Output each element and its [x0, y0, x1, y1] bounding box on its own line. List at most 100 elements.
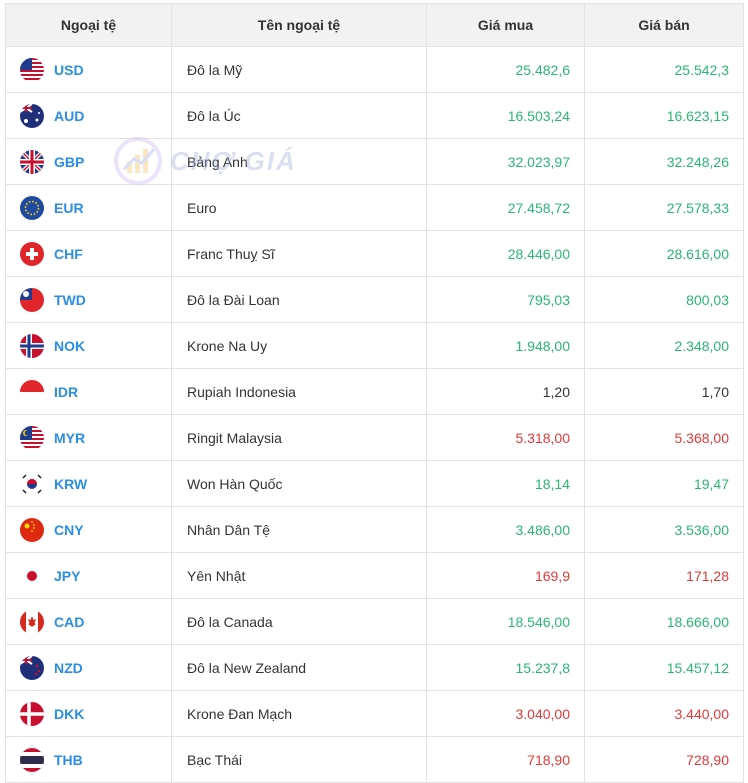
sell-price: 16.623,15: [584, 92, 744, 139]
id-flag-icon: [20, 379, 44, 404]
sell-price: 728,90: [584, 736, 744, 783]
currency-code-cell: DKK: [5, 690, 172, 737]
table-body: USD Đô la Mỹ 25.482,6 25.542,3 AUD Đô la Úc 16…: [5, 46, 744, 783]
us-flag-icon: [20, 57, 44, 82]
table-header: Ngoại tệ Tên ngoại tệ Giá mua Giá bán: [5, 3, 744, 47]
buy-price: 5.318,00: [426, 414, 585, 461]
buy-price: 28.446,00: [426, 230, 585, 277]
buy-price: 795,03: [426, 276, 585, 323]
currency-code-cell: TWD: [5, 276, 172, 323]
currency-name: Won Hàn Quốc: [171, 460, 427, 507]
currency-name: Krone Na Uy: [171, 322, 427, 369]
sell-price: 18.666,00: [584, 598, 744, 645]
currency-name: Ringit Malaysia: [171, 414, 427, 461]
header-buy-price: Giá mua: [426, 3, 585, 47]
currency-code-cell: CAD: [5, 598, 172, 645]
no-flag-icon: [20, 333, 44, 358]
sell-price: 25.542,3: [584, 46, 744, 93]
currency-name: Đô la Úc: [171, 92, 427, 139]
header-currency-code: Ngoại tệ: [5, 3, 172, 47]
sell-price: 1,70: [584, 368, 744, 415]
currency-name: Bạc Thái: [171, 736, 427, 783]
buy-price: 15.237,8: [426, 644, 585, 691]
currency-link-jpy[interactable]: JPY: [54, 567, 81, 584]
currency-code-cell: JPY: [5, 552, 172, 599]
currency-code-cell: IDR: [5, 368, 172, 415]
my-flag-icon: [20, 425, 44, 450]
table-row: AUD Đô la Úc 16.503,24 16.623,15: [5, 92, 744, 139]
jp-flag-icon: [20, 563, 44, 588]
buy-price: 16.503,24: [426, 92, 585, 139]
exchange-rate-table: Ngoại tệ Tên ngoại tệ Giá mua Giá bán US…: [5, 3, 744, 783]
currency-code-cell: AUD: [5, 92, 172, 139]
currency-link-thb[interactable]: THB: [54, 751, 83, 768]
sell-price: 2.348,00: [584, 322, 744, 369]
buy-price: 718,90: [426, 736, 585, 783]
table-row: KRW Won Hàn Quốc 18,14 19,47: [5, 460, 744, 507]
currency-code-cell: KRW: [5, 460, 172, 507]
dk-flag-icon: [20, 701, 44, 726]
cn-flag-icon: [20, 517, 44, 542]
currency-code-cell: NZD: [5, 644, 172, 691]
sell-price: 32.248,26: [584, 138, 744, 185]
currency-name: Đô la Canada: [171, 598, 427, 645]
currency-link-eur[interactable]: EUR: [54, 199, 84, 216]
currency-code-cell: GBP: [5, 138, 172, 185]
buy-price: 1,20: [426, 368, 585, 415]
table-row: EUR Euro 27.458,72 27.578,33: [5, 184, 744, 231]
currency-code-cell: MYR: [5, 414, 172, 461]
buy-price: 25.482,6: [426, 46, 585, 93]
table-row: THB Bạc Thái 718,90 728,90: [5, 736, 744, 783]
currency-link-dkk[interactable]: DKK: [54, 705, 85, 722]
currency-code-cell: USD: [5, 46, 172, 93]
currency-link-nzd[interactable]: NZD: [54, 659, 83, 676]
currency-link-chf[interactable]: CHF: [54, 245, 83, 262]
buy-price: 27.458,72: [426, 184, 585, 231]
sell-price: 3.440,00: [584, 690, 744, 737]
currency-name: Krone Đan Mạch: [171, 690, 427, 737]
buy-price: 18,14: [426, 460, 585, 507]
sell-price: 28.616,00: [584, 230, 744, 277]
currency-code-cell: CNY: [5, 506, 172, 553]
buy-price: 1.948,00: [426, 322, 585, 369]
buy-price: 3.486,00: [426, 506, 585, 553]
currency-link-krw[interactable]: KRW: [54, 475, 88, 492]
currency-link-twd[interactable]: TWD: [54, 291, 86, 308]
currency-link-gbp[interactable]: GBP: [54, 153, 85, 170]
currency-name: Euro: [171, 184, 427, 231]
currency-link-cad[interactable]: CAD: [54, 613, 85, 630]
currency-link-usd[interactable]: USD: [54, 61, 84, 78]
currency-link-idr[interactable]: IDR: [54, 383, 79, 400]
kr-flag-icon: [20, 471, 44, 496]
header-sell-price: Giá bán: [584, 3, 744, 47]
page: Ngoại tệ Tên ngoại tệ Giá mua Giá bán US…: [0, 3, 748, 783]
table-row: CNY Nhân Dân Tệ 3.486,00 3.536,00: [5, 506, 744, 553]
ca-flag-icon: [20, 609, 44, 634]
ch-flag-icon: [20, 241, 44, 266]
currency-code-cell: THB: [5, 736, 172, 783]
table-row: JPY Yên Nhật 169,9 171,28: [5, 552, 744, 599]
sell-price: 3.536,00: [584, 506, 744, 553]
table-row: CAD Đô la Canada 18.546,00 18.666,00: [5, 598, 744, 645]
currency-link-aud[interactable]: AUD: [54, 107, 85, 124]
buy-price: 32.023,97: [426, 138, 585, 185]
currency-name: Nhân Dân Tệ: [171, 506, 427, 553]
currency-code-cell: EUR: [5, 184, 172, 231]
buy-price: 18.546,00: [426, 598, 585, 645]
sell-price: 15.457,12: [584, 644, 744, 691]
au-flag-icon: [20, 103, 44, 128]
currency-name: Đô la New Zealand: [171, 644, 427, 691]
table-row: NZD Đô la New Zealand 15.237,8 15.457,12: [5, 644, 744, 691]
currency-name: Rupiah Indonesia: [171, 368, 427, 415]
th-flag-icon: [20, 747, 44, 772]
currency-name: Bảng Anh: [171, 138, 427, 185]
table-row: NOK Krone Na Uy 1.948,00 2.348,00: [5, 322, 744, 369]
table-row: IDR Rupiah Indonesia 1,20 1,70: [5, 368, 744, 415]
currency-link-nok[interactable]: NOK: [54, 337, 86, 354]
currency-link-cny[interactable]: CNY: [54, 521, 84, 538]
table-row: USD Đô la Mỹ 25.482,6 25.542,3: [5, 46, 744, 93]
currency-code-cell: NOK: [5, 322, 172, 369]
currency-link-myr[interactable]: MYR: [54, 429, 86, 446]
gb-flag-icon: [20, 149, 44, 174]
currency-name: Đô la Đài Loan: [171, 276, 427, 323]
